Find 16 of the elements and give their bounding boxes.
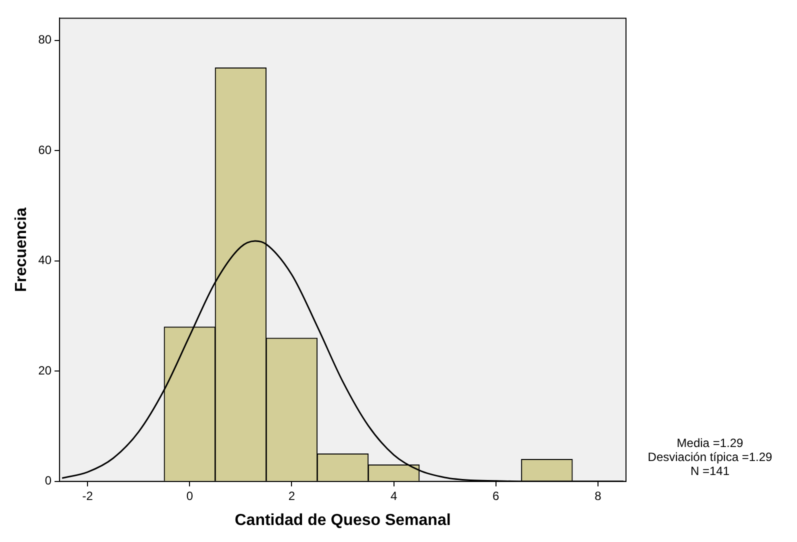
y-tick-label: 20 (38, 363, 52, 378)
y-tick-label: 80 (38, 32, 52, 47)
x-tick-label: 2 (288, 488, 296, 503)
y-tick-label: 60 (38, 142, 52, 157)
x-axis-title: Cantidad de Queso Semanal (234, 512, 451, 529)
x-tick-label: 0 (186, 488, 194, 503)
x-tick-label: 6 (492, 488, 500, 503)
x-tick-label: 4 (390, 488, 398, 503)
x-tick-label: -2 (82, 488, 94, 503)
text: N =141 (689, 464, 731, 478)
y-tick-label: 0 (44, 474, 52, 488)
text: Desviación típica =1.29 (646, 450, 774, 464)
y-tick-label: 40 (38, 253, 52, 268)
text: Media =1.29 (676, 436, 744, 450)
x-tick-label: 8 (594, 488, 602, 503)
y-axis-title: Frecuencia (13, 207, 30, 292)
